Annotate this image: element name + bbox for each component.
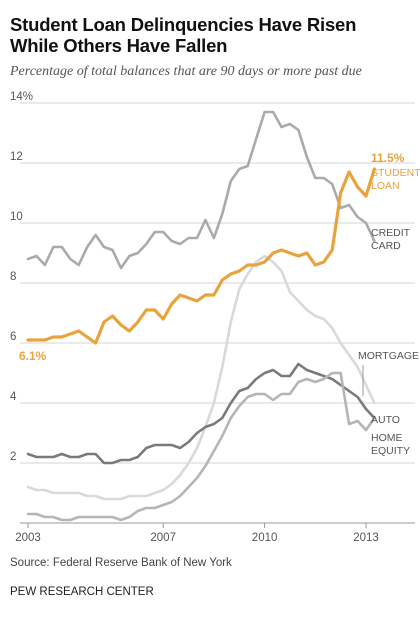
series-label-auto: AUTO xyxy=(371,414,400,426)
series-layer xyxy=(26,110,376,522)
x-tick-label-2010: 2010 xyxy=(252,532,278,544)
series-label-home-equity-line-1: HOME xyxy=(371,432,403,444)
y-tick-label-10: 10 xyxy=(10,211,23,223)
x-tick-label-2003: 2003 xyxy=(15,532,41,544)
y-tick-label-6: 6 xyxy=(10,331,16,343)
source-note: Source: Federal Reserve Bank of New York xyxy=(10,557,232,569)
y-tick-label-8: 8 xyxy=(10,271,16,283)
chart-title-line-2: While Others Have Fallen xyxy=(10,35,228,56)
y-tick-label-12: 12 xyxy=(10,151,23,163)
series-line-credit-card xyxy=(26,110,376,270)
series-line-student-loan xyxy=(26,167,376,345)
x-tick-label-2007: 2007 xyxy=(150,532,176,544)
annotation-start-value: 6.1% xyxy=(19,349,47,363)
series-label-student-loan-line-2: LOAN xyxy=(371,180,400,192)
chart-title-line-1: Student Loan Delinquencies Have Risen xyxy=(10,14,357,35)
y-tick-label-14: 14% xyxy=(10,91,33,103)
annotation-end-value: 11.5% xyxy=(371,151,405,165)
organization-name: PEW RESEARCH CENTER xyxy=(10,586,154,598)
chart-subtitle: Percentage of total balances that are 90… xyxy=(10,64,362,79)
series-label-student-loan-line-1: STUDENT xyxy=(371,167,420,179)
series-label-mortgage: MORTGAGE xyxy=(358,350,419,362)
series-line-mortgage xyxy=(26,254,376,501)
axis-layer: 2 4 6 8 10 12 14% 2003 2007 2010 2013 xyxy=(10,91,379,544)
line-chart: 2 4 6 8 10 12 14% 2003 2007 2010 2013 6.1% 11.5% STU… xyxy=(10,91,420,544)
series-label-credit-card-line-1: CREDIT xyxy=(371,227,411,239)
series-line-home-equity xyxy=(26,371,376,522)
grid-layer xyxy=(20,102,415,524)
series-label-credit-card-line-2: CARD xyxy=(371,240,401,252)
chart-title: Student Loan Delinquencies Have Risen Wh… xyxy=(10,14,410,56)
y-tick-label-4: 4 xyxy=(10,391,17,403)
x-tick-label-2013: 2013 xyxy=(353,532,379,544)
y-tick-label-2: 2 xyxy=(10,451,16,463)
series-label-home-equity-line-2: EQUITY xyxy=(371,445,410,457)
series-line-auto xyxy=(26,362,376,465)
